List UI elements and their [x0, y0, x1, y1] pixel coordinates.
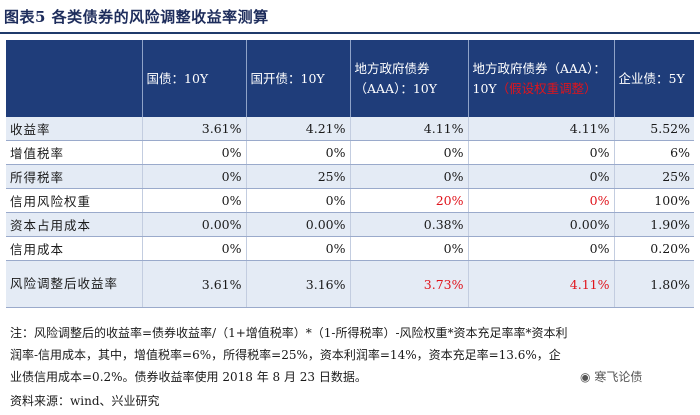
header-corp-bond: 企业债：5Y	[613, 40, 694, 117]
table-note: 注：风险调整后的收益率=债券收益率/（1+增值税率）*（1-所得税率）-风险权重…	[10, 326, 568, 384]
row-label: 资本占用成本	[6, 212, 142, 237]
table-cell: 0.00%	[245, 212, 350, 237]
table-cell: 0%	[141, 164, 246, 189]
table-cell: 25%	[245, 164, 350, 189]
header-blank	[6, 40, 142, 117]
table-cell: 0.38%	[349, 212, 468, 237]
table-cell: 0%	[467, 164, 614, 189]
table-cell: 1.90%	[613, 212, 694, 237]
row-label: 增值税率	[6, 140, 142, 165]
table-row: 信用风险权重 0% 0% 20% 0% 100%	[6, 188, 694, 213]
table-cell: 0%	[349, 140, 468, 165]
table-cell-highlight: 20%	[349, 188, 468, 213]
table-cell: 0%	[467, 140, 614, 165]
table-header-row: 国债：10Y 国开债：10Y 地方政府债券（AAA）：10Y 地方政府债券（AA…	[6, 40, 694, 117]
table-row: 风险调整后收益率 3.61% 3.16% 3.73% 4.11% 1.80%	[6, 260, 694, 308]
wechat-icon: ◉	[580, 370, 591, 384]
table-cell: 0%	[141, 188, 246, 213]
header-weight-adjust-note: （假设权重调整）	[496, 80, 597, 96]
table-cell: 0.00%	[467, 212, 614, 237]
table-cell-highlight: 4.11%	[467, 260, 614, 308]
table-cell: 0%	[245, 188, 350, 213]
table-cell: 0%	[349, 164, 468, 189]
row-label: 风险调整后收益率	[6, 260, 142, 308]
table-cell: 100%	[613, 188, 694, 213]
title-divider	[0, 32, 700, 34]
table-cell: 5.52%	[613, 117, 694, 141]
table-cell: 0.00%	[141, 212, 246, 237]
table-cell: 4.11%	[467, 117, 614, 141]
table-row: 所得税率 0% 25% 0% 0% 25%	[6, 164, 694, 189]
watermark-text: 寒飞论债	[594, 370, 643, 384]
data-source: 资料来源：wind、兴业研究	[10, 394, 160, 408]
row-label: 收益率	[6, 117, 142, 141]
table-cell: 1.80%	[613, 260, 694, 308]
yield-table: 国债：10Y 国开债：10Y 地方政府债券（AAA）：10Y 地方政府债券（AA…	[6, 40, 694, 308]
header-local-bond: 地方政府债券（AAA）：10Y	[349, 40, 468, 117]
header-cdb-bond: 国开债：10Y	[245, 40, 350, 117]
table-cell: 3.16%	[245, 260, 350, 308]
header-gov-bond: 国债：10Y	[141, 40, 246, 117]
table-cell-highlight: 3.73%	[349, 260, 468, 308]
table-row: 收益率 3.61% 4.21% 4.11% 4.11% 5.52%	[6, 117, 694, 141]
table-cell: 0%	[245, 140, 350, 165]
table-cell: 3.61%	[141, 117, 246, 141]
row-label: 所得税率	[6, 164, 142, 189]
header-local-bond-adjusted-main: 地方政府债券（AAA）：10Y	[472, 60, 606, 96]
wechat-watermark: ◉ 寒飞论债	[580, 368, 642, 385]
table-row: 信用成本 0% 0% 0% 0% 0.20%	[6, 236, 694, 261]
header-local-bond-adjusted: 地方政府债券（AAA）：10Y（假设权重调整）	[467, 40, 614, 117]
table-cell: 0.20%	[613, 236, 694, 261]
table-cell: 0%	[245, 236, 350, 261]
row-label: 信用风险权重	[6, 188, 142, 213]
table-row: 增值税率 0% 0% 0% 0% 6%	[6, 140, 694, 165]
table-row: 资本占用成本 0.00% 0.00% 0.38% 0.00% 1.90%	[6, 212, 694, 237]
table-cell: 0%	[141, 140, 246, 165]
table-cell: 6%	[613, 140, 694, 165]
table-cell: 4.21%	[245, 117, 350, 141]
table-cell: 4.11%	[349, 117, 468, 141]
table-cell: 25%	[613, 164, 694, 189]
row-label: 信用成本	[6, 236, 142, 261]
table-cell: 0%	[349, 236, 468, 261]
table-cell-highlight: 0%	[467, 188, 614, 213]
table-cell: 0%	[467, 236, 614, 261]
table-cell: 3.61%	[141, 260, 246, 308]
figure-title: 图表5 各类债券的风险调整收益率测算	[4, 8, 269, 26]
table-cell: 0%	[141, 236, 246, 261]
